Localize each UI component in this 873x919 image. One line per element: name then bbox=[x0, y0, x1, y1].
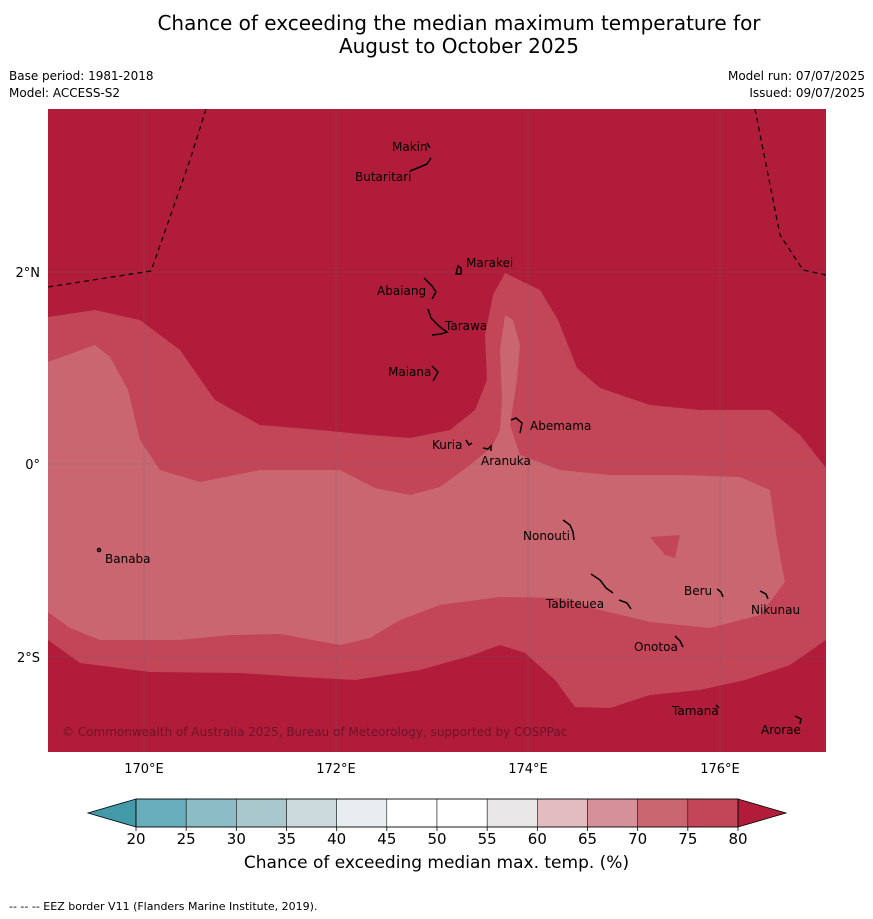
colorbar-segment bbox=[537, 798, 588, 828]
colorbar-tick-label: 35 bbox=[277, 830, 296, 848]
lat-tick-0: 0° bbox=[25, 458, 40, 473]
island-arorae bbox=[794, 715, 802, 725]
island-makin bbox=[426, 142, 431, 149]
label-nonouti: Nonouti bbox=[523, 529, 570, 543]
title-line-2: August to October 2025 bbox=[338, 34, 580, 58]
lon-tick-labels: 170°E 172°E 174°E 176°E bbox=[124, 762, 740, 777]
title-line-1: Chance of exceeding the median maximum t… bbox=[157, 11, 761, 35]
lat-tick-2s: 2°S bbox=[17, 651, 40, 666]
model-name: Model: ACCESS-S2 bbox=[9, 86, 121, 100]
lon-tick-170e: 170°E bbox=[124, 762, 164, 777]
island-maiana bbox=[431, 365, 439, 382]
colorbar-segment bbox=[386, 798, 438, 828]
island-tarawa bbox=[427, 308, 449, 336]
lat-tick-2n: 2°N bbox=[16, 266, 41, 281]
label-onotoa: Onotoa bbox=[634, 640, 678, 654]
label-kuria: Kuria bbox=[432, 438, 463, 452]
island-abemama bbox=[510, 417, 523, 434]
eez-footer-note: -- -- -- EEZ border V11 (Flanders Marine… bbox=[9, 900, 318, 913]
colorbar-tick-label: 60 bbox=[528, 830, 547, 848]
colorbar-tick-label: 75 bbox=[678, 830, 697, 848]
lon-tick-172e: 172°E bbox=[316, 762, 356, 777]
colorbar-tick-label: 20 bbox=[126, 830, 145, 848]
label-maiana: Maiana bbox=[388, 365, 431, 379]
colorbar-tick-label: 55 bbox=[478, 830, 497, 848]
colorbar-tick-label: 65 bbox=[578, 830, 597, 848]
colorbar: 20 25 30 35 40 45 50 55 60 65 70 75 80 bbox=[86, 798, 788, 848]
island-marakei bbox=[455, 264, 462, 275]
colorbar-tick-label: 45 bbox=[377, 830, 396, 848]
label-tarawa: Tarawa bbox=[444, 319, 487, 333]
eez-border bbox=[48, 109, 826, 288]
island-nonouti bbox=[562, 519, 575, 541]
zone-70-75-patch bbox=[650, 535, 680, 558]
label-banaba: Banaba bbox=[105, 552, 151, 566]
place-labels: Makin Butaritari Marakei Abaiang Tarawa … bbox=[105, 140, 801, 737]
graticule bbox=[48, 109, 826, 752]
island-banaba bbox=[96, 547, 102, 553]
colorbar-segment bbox=[587, 798, 638, 828]
colorbar-segment bbox=[286, 798, 337, 828]
island-aranuka bbox=[482, 444, 492, 451]
colorbar-segment bbox=[236, 798, 287, 828]
colorbar-tick-label: 70 bbox=[628, 830, 647, 848]
colorbar-tick-label: 50 bbox=[427, 830, 446, 848]
copyright-text: © Commonwealth of Australia 2025, Bureau… bbox=[62, 725, 567, 739]
island-kuria bbox=[465, 439, 473, 447]
base-period: Base period: 1981-2018 bbox=[9, 69, 154, 83]
chart-title: Chance of exceeding the median maximum t… bbox=[0, 12, 873, 58]
label-nikunau: Nikunau bbox=[751, 603, 800, 617]
label-tamana: Tamana bbox=[671, 704, 719, 718]
meta-left: Base period: 1981-2018 Model: ACCESS-S2 bbox=[9, 68, 154, 102]
island-butaritari bbox=[409, 157, 432, 172]
island-beru bbox=[716, 588, 724, 598]
island-nikunau bbox=[759, 590, 769, 600]
colorbar-segment bbox=[436, 798, 488, 828]
colorbar-tick-label: 80 bbox=[728, 830, 747, 848]
islands bbox=[96, 142, 802, 725]
label-tabiteuea: Tabiteuea bbox=[545, 597, 604, 611]
meta-right: Model run: 07/07/2025 Issued: 09/07/2025 bbox=[728, 68, 865, 102]
label-abemama: Abemama bbox=[530, 419, 591, 433]
label-arorae: Arorae bbox=[761, 723, 801, 737]
lat-tick-labels: 2°N 0° 2°S bbox=[16, 266, 41, 666]
colorbar-tick-label: 25 bbox=[177, 830, 196, 848]
colorbar-segment bbox=[135, 798, 187, 828]
map-area: Makin Butaritari Marakei Abaiang Tarawa … bbox=[48, 109, 826, 752]
colorbar-tick-label: 30 bbox=[227, 830, 246, 848]
label-makin: Makin bbox=[392, 140, 428, 154]
colorbar-segment bbox=[687, 798, 739, 828]
island-tabiteuea bbox=[590, 573, 632, 610]
colorbar-extend-low bbox=[86, 798, 137, 828]
label-aranuka: Aranuka bbox=[481, 454, 531, 468]
colorbar-extend-high bbox=[737, 798, 788, 828]
model-run: Model run: 07/07/2025 bbox=[727, 69, 865, 83]
colorbar-segment bbox=[637, 798, 689, 828]
island-abaiang bbox=[423, 277, 437, 300]
colorbar-segment bbox=[185, 798, 237, 828]
lon-tick-174e: 174°E bbox=[508, 762, 548, 777]
colorbar-tick-label: 40 bbox=[327, 830, 346, 848]
label-abaiang: Abaiang bbox=[377, 284, 426, 298]
label-marakei: Marakei bbox=[466, 256, 513, 270]
colorbar-label: Chance of exceeding median max. temp. (%… bbox=[243, 853, 630, 873]
label-beru: Beru bbox=[684, 584, 712, 598]
issued-date: Issued: 09/07/2025 bbox=[749, 86, 865, 100]
island-onotoa bbox=[674, 635, 684, 648]
zone-65-70 bbox=[48, 315, 785, 645]
label-butaritari: Butaritari bbox=[355, 170, 412, 184]
colorbar-segment bbox=[336, 798, 388, 828]
lon-tick-176e: 176°E bbox=[700, 762, 740, 777]
island-tamana bbox=[715, 704, 720, 709]
colorbar-segment bbox=[486, 798, 538, 828]
